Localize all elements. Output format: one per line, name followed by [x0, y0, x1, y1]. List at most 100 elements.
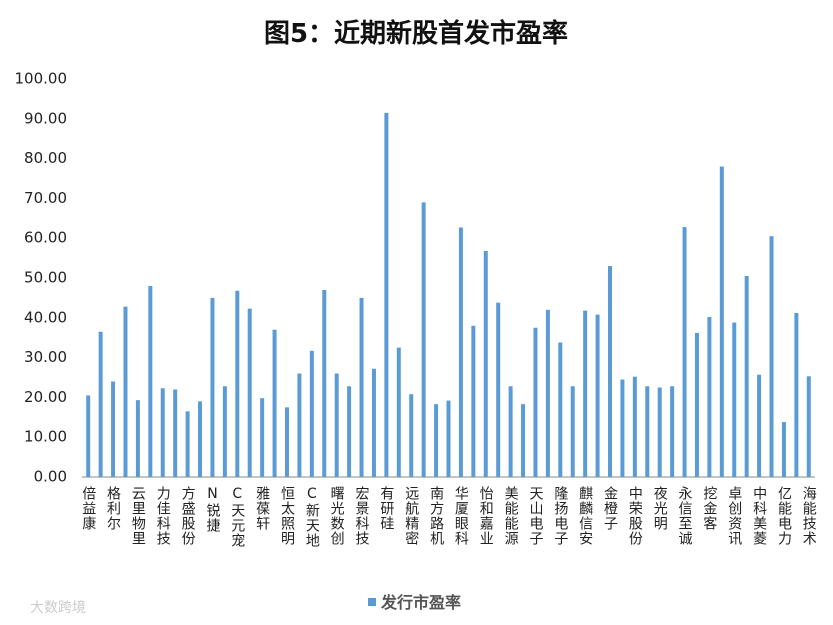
x-tick-label: 中荣股份: [627, 486, 643, 546]
bar: [396, 347, 401, 477]
bar: [235, 290, 240, 477]
bar: [583, 310, 588, 477]
bar: [409, 394, 414, 477]
bar: [272, 329, 277, 477]
legend-swatch: [368, 598, 376, 606]
bar: [732, 322, 737, 477]
x-tick-label: 亿能电力: [776, 486, 792, 546]
bar: [496, 302, 501, 477]
bar: [86, 395, 91, 477]
bar: [744, 276, 749, 477]
x-tick-label: 南方路机: [428, 486, 444, 546]
bar: [384, 112, 389, 477]
bar: [222, 386, 227, 477]
x-tick-label: 雅葆轩: [254, 486, 270, 531]
bar: [719, 166, 724, 477]
bar: [334, 373, 339, 477]
y-tick-label: 40.00: [24, 308, 67, 326]
y-tick-label: 20.00: [24, 388, 67, 406]
bar: [608, 266, 613, 477]
bar: [645, 386, 650, 477]
bar: [595, 314, 600, 477]
x-tick-label: 夜光明: [652, 486, 668, 531]
bar: [309, 350, 314, 477]
x-tick-label: 有研硅: [378, 486, 394, 531]
bar: [434, 404, 439, 477]
x-tick-label: N锐捷: [204, 486, 220, 533]
y-tick-label: 60.00: [24, 229, 67, 247]
bar: [806, 376, 811, 477]
bar: [123, 306, 128, 477]
bar: [471, 325, 476, 477]
x-tick-label: 永信至诚: [677, 486, 693, 546]
x-tick-label: 麒麟信安: [577, 486, 593, 546]
x-tick-label: 宏景科技: [354, 486, 370, 546]
bar: [508, 386, 513, 477]
y-tick-label: 80.00: [24, 149, 67, 167]
bar: [682, 227, 687, 477]
bar: [670, 386, 675, 477]
bar: [757, 374, 762, 477]
bar: [98, 331, 103, 477]
bar: [483, 250, 488, 477]
bar: [148, 285, 153, 477]
bar: [558, 342, 563, 477]
bar: [135, 400, 140, 477]
x-tick-label: 海能技术: [801, 486, 817, 546]
bar: [794, 313, 799, 477]
x-tick-label: 华厦眼科: [453, 486, 469, 546]
bar: [173, 389, 178, 477]
chart-title: 图5：近期新股首发市盈率: [264, 18, 568, 49]
bar: [458, 227, 463, 477]
bar: [160, 388, 165, 477]
bar: [421, 202, 426, 477]
bar: [620, 379, 625, 477]
y-tick-label: 50.00: [24, 269, 67, 287]
y-tick-label: 10.00: [24, 428, 67, 446]
bar: [632, 376, 637, 477]
x-tick-label: 美能能源: [503, 486, 519, 546]
x-tick-label: 金橙子: [602, 486, 618, 531]
bar: [260, 398, 265, 477]
bar: [694, 332, 699, 477]
bar: [533, 327, 538, 477]
x-tick-label: 卓创资讯: [726, 486, 742, 546]
x-tick-label: 曙光数创: [329, 486, 345, 546]
x-tick-label: 倍益康: [80, 486, 96, 531]
y-tick-label: 100.00: [15, 70, 68, 88]
bar: [185, 411, 190, 477]
x-tick-label: 怡和嘉业: [478, 486, 494, 546]
x-tick-label: C天元宠: [229, 486, 245, 548]
x-tick-label: 方盛股份: [180, 486, 196, 546]
bar: [707, 317, 712, 477]
bar: [781, 422, 786, 477]
bar: [570, 386, 575, 477]
bar: [521, 404, 526, 477]
x-tick-label: 云里物里: [130, 486, 146, 546]
bar: [297, 373, 302, 477]
x-tick-label: 远航精密: [403, 486, 419, 546]
y-tick-label: 0.00: [34, 468, 67, 486]
legend-label: 发行市盈率: [380, 593, 461, 612]
x-tick-label: 格利尔: [105, 486, 121, 531]
bar: [347, 386, 352, 477]
bar: [284, 407, 289, 477]
bar: [657, 387, 662, 477]
bar: [371, 368, 376, 477]
bar: [198, 401, 203, 477]
watermark: 大数跨境: [30, 600, 86, 616]
x-tick-label: C新天地: [304, 486, 320, 548]
x-tick-label: 挖金客: [701, 486, 717, 531]
bar: [111, 381, 116, 477]
x-tick-label: 中科美菱: [751, 486, 767, 546]
x-tick-label: 恒太照明: [279, 486, 295, 546]
x-tick-label: 隆扬电子: [552, 486, 568, 546]
bar: [545, 309, 550, 477]
bar: [769, 236, 774, 477]
bar: [446, 400, 451, 477]
bar: [322, 289, 327, 477]
y-tick-label: 30.00: [24, 348, 67, 366]
x-tick-label: 天山电子: [527, 486, 543, 546]
